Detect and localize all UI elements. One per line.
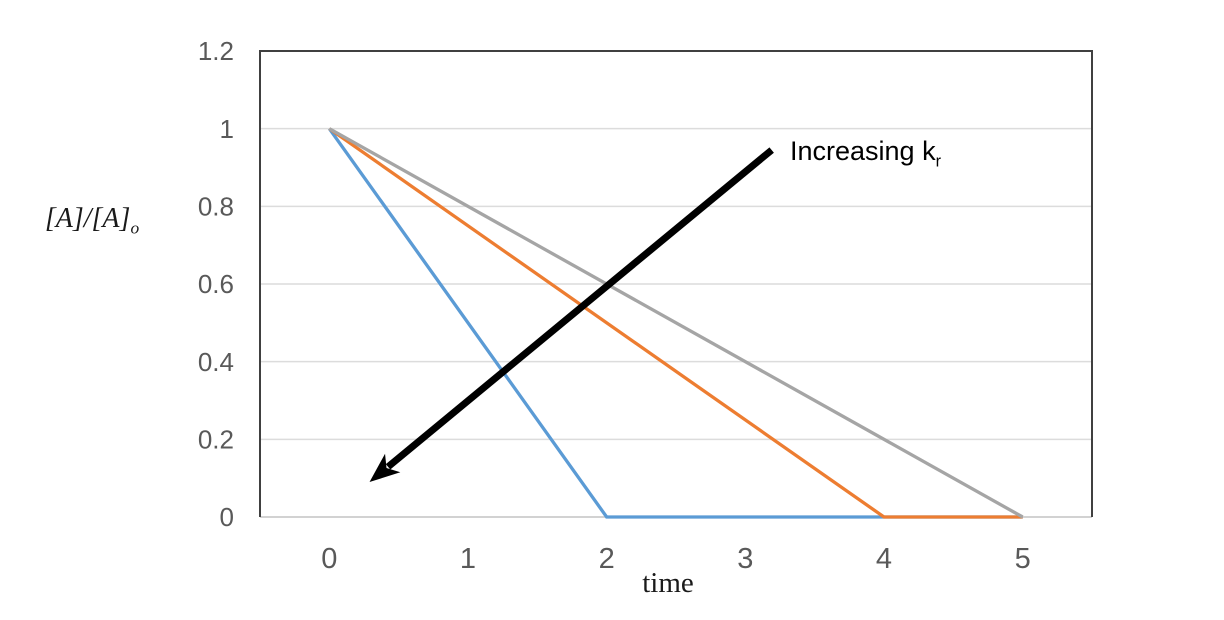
y-axis-title-subscript: o bbox=[130, 218, 140, 238]
series-gray-line bbox=[328, 127, 1024, 519]
x-tick-label-1: 1 bbox=[460, 543, 476, 575]
annotation-subscript: r bbox=[935, 152, 941, 171]
y-tick-label-0.8: 0.8 bbox=[198, 191, 234, 221]
x-tick-label-3: 3 bbox=[737, 543, 753, 575]
y-tick-label-0.4: 0.4 bbox=[198, 347, 234, 377]
y-tick-label-0.2: 0.2 bbox=[198, 424, 234, 454]
series-orange-line bbox=[328, 127, 1023, 519]
annotation-increasing-kr: Increasing kr bbox=[790, 136, 941, 171]
y-tick-label-0: 0 bbox=[220, 502, 234, 532]
x-tick-label-4: 4 bbox=[876, 543, 892, 575]
annotation-arrowhead bbox=[369, 453, 401, 483]
x-tick-label-2: 2 bbox=[599, 543, 615, 575]
x-tick-label-5: 5 bbox=[1015, 543, 1031, 575]
y-tick-label-1.2: 1.2 bbox=[198, 36, 234, 66]
plot-border bbox=[259, 50, 1093, 517]
x-axis-title: time bbox=[642, 567, 694, 599]
x-tick-label-0: 0 bbox=[321, 543, 337, 575]
y-axis-title-main: [A]/[A] bbox=[44, 203, 131, 234]
y-tick-label-0.6: 0.6 bbox=[198, 269, 234, 299]
y-tick-label-1: 1 bbox=[220, 114, 234, 144]
annotation-text: Increasing k bbox=[790, 136, 936, 166]
annotation-arrow-shaft bbox=[385, 147, 774, 470]
y-axis-title: [A]/[A]o bbox=[22, 203, 162, 239]
